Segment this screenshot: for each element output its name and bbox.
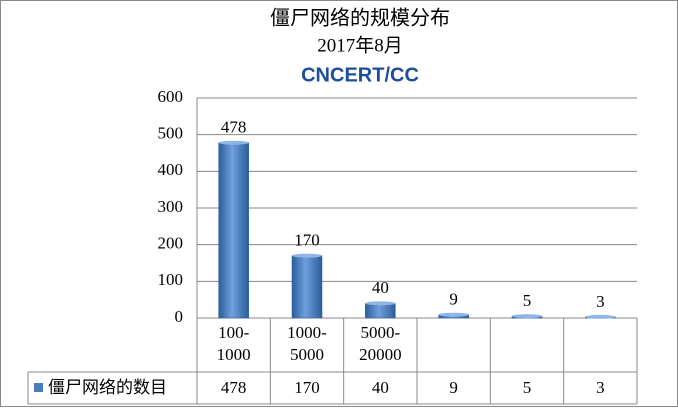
y-tick-label: 0 [175,307,184,326]
x-tick-label: 5000-20000 [359,323,402,364]
chart-title: 僵尸网络的规模分布 [270,7,450,30]
data-label: 170 [294,231,320,250]
x-tick-label: 1000-5000 [287,323,327,364]
y-tick-label: 100 [158,270,184,289]
bar-top [585,314,616,319]
logo: CNCERT/CC [301,64,419,86]
bar [291,255,323,319]
bar [218,142,249,319]
bar-top [365,301,396,306]
bar [365,303,396,319]
bar-top [512,314,542,319]
bar-top [292,253,322,258]
chart-subtitle: 2017年8月 [317,34,403,56]
table-value: 40 [372,378,389,397]
y-tick-label: 300 [158,197,184,216]
data-label: 40 [372,278,389,297]
y-tick-label: 400 [158,160,184,179]
bar-top [438,312,469,317]
legend-label: 僵尸网络的数目 [48,378,167,397]
table-value: 5 [523,378,532,397]
table-value: 9 [449,378,458,397]
data-label: 5 [523,291,532,310]
table-value: 478 [221,378,247,397]
table-value: 170 [294,378,320,397]
data-label: 3 [596,292,605,311]
bar-top [218,140,249,145]
data-label: 9 [449,290,458,309]
legend-swatch [34,383,43,392]
table-value: 3 [596,378,605,397]
data-label: 478 [221,118,247,137]
y-tick-label: 500 [158,124,184,143]
x-tick-label: 100-1000 [217,323,251,364]
y-tick-label: 200 [158,234,184,253]
y-tick-label: 600 [158,87,184,106]
